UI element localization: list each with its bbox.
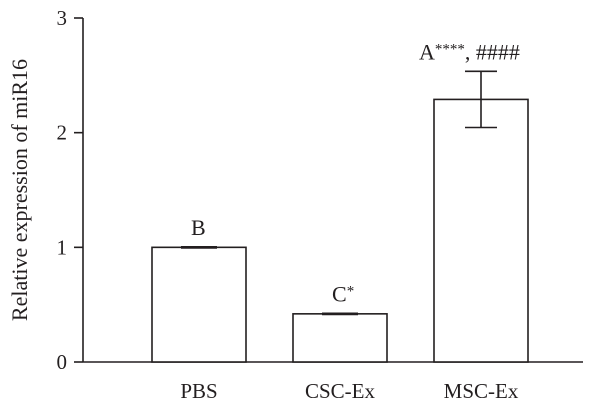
- x-tick-label: MSC-Ex: [444, 379, 519, 403]
- y-axis-label: Relative expression of miR16: [7, 59, 32, 321]
- significance-label: C*: [332, 281, 354, 306]
- x-tick-label: PBS: [180, 379, 217, 403]
- bar-csc-ex: [292, 313, 388, 363]
- bars: B C* A****, ####: [151, 39, 529, 363]
- significance-label: B: [191, 215, 206, 240]
- y-tick-label: 0: [57, 350, 68, 374]
- y-axis: 0 1 2 3: [57, 6, 84, 374]
- significance-label: A****, ####: [419, 39, 520, 64]
- x-axis: PBS CSC-Ex MSC-Ex: [83, 361, 583, 403]
- y-tick-label: 3: [57, 6, 68, 30]
- y-tick-label: 2: [57, 121, 68, 145]
- x-tick-label: CSC-Ex: [305, 379, 376, 403]
- bar-pbs: [151, 246, 247, 363]
- bar-msc-ex: [433, 98, 529, 363]
- y-tick-label: 1: [57, 235, 68, 259]
